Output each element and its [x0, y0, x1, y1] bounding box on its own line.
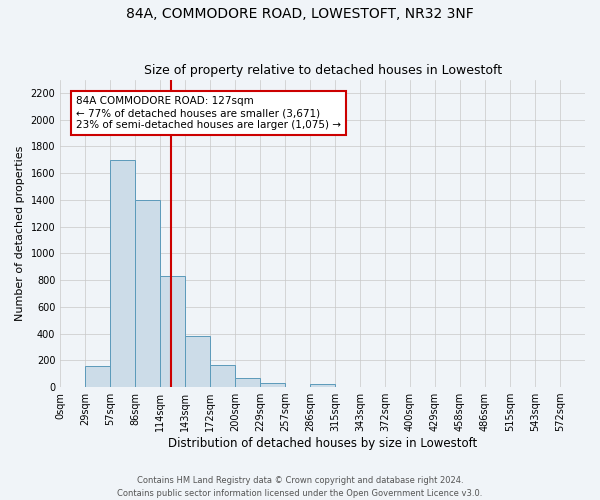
Text: 84A, COMMODORE ROAD, LOWESTOFT, NR32 3NF: 84A, COMMODORE ROAD, LOWESTOFT, NR32 3NF: [126, 8, 474, 22]
Bar: [260, 383, 285, 387]
Bar: [160, 276, 185, 387]
Bar: [110, 160, 135, 387]
Text: Contains HM Land Registry data © Crown copyright and database right 2024.
Contai: Contains HM Land Registry data © Crown c…: [118, 476, 482, 498]
Bar: [235, 378, 260, 387]
Bar: [85, 366, 110, 387]
Title: Size of property relative to detached houses in Lowestoft: Size of property relative to detached ho…: [143, 64, 502, 77]
Bar: [210, 365, 235, 387]
Text: 84A COMMODORE ROAD: 127sqm
← 77% of detached houses are smaller (3,671)
23% of s: 84A COMMODORE ROAD: 127sqm ← 77% of deta…: [76, 96, 341, 130]
Y-axis label: Number of detached properties: Number of detached properties: [15, 146, 25, 321]
Bar: [185, 336, 210, 387]
Bar: [310, 384, 335, 387]
Bar: [135, 200, 160, 387]
X-axis label: Distribution of detached houses by size in Lowestoft: Distribution of detached houses by size …: [168, 437, 477, 450]
